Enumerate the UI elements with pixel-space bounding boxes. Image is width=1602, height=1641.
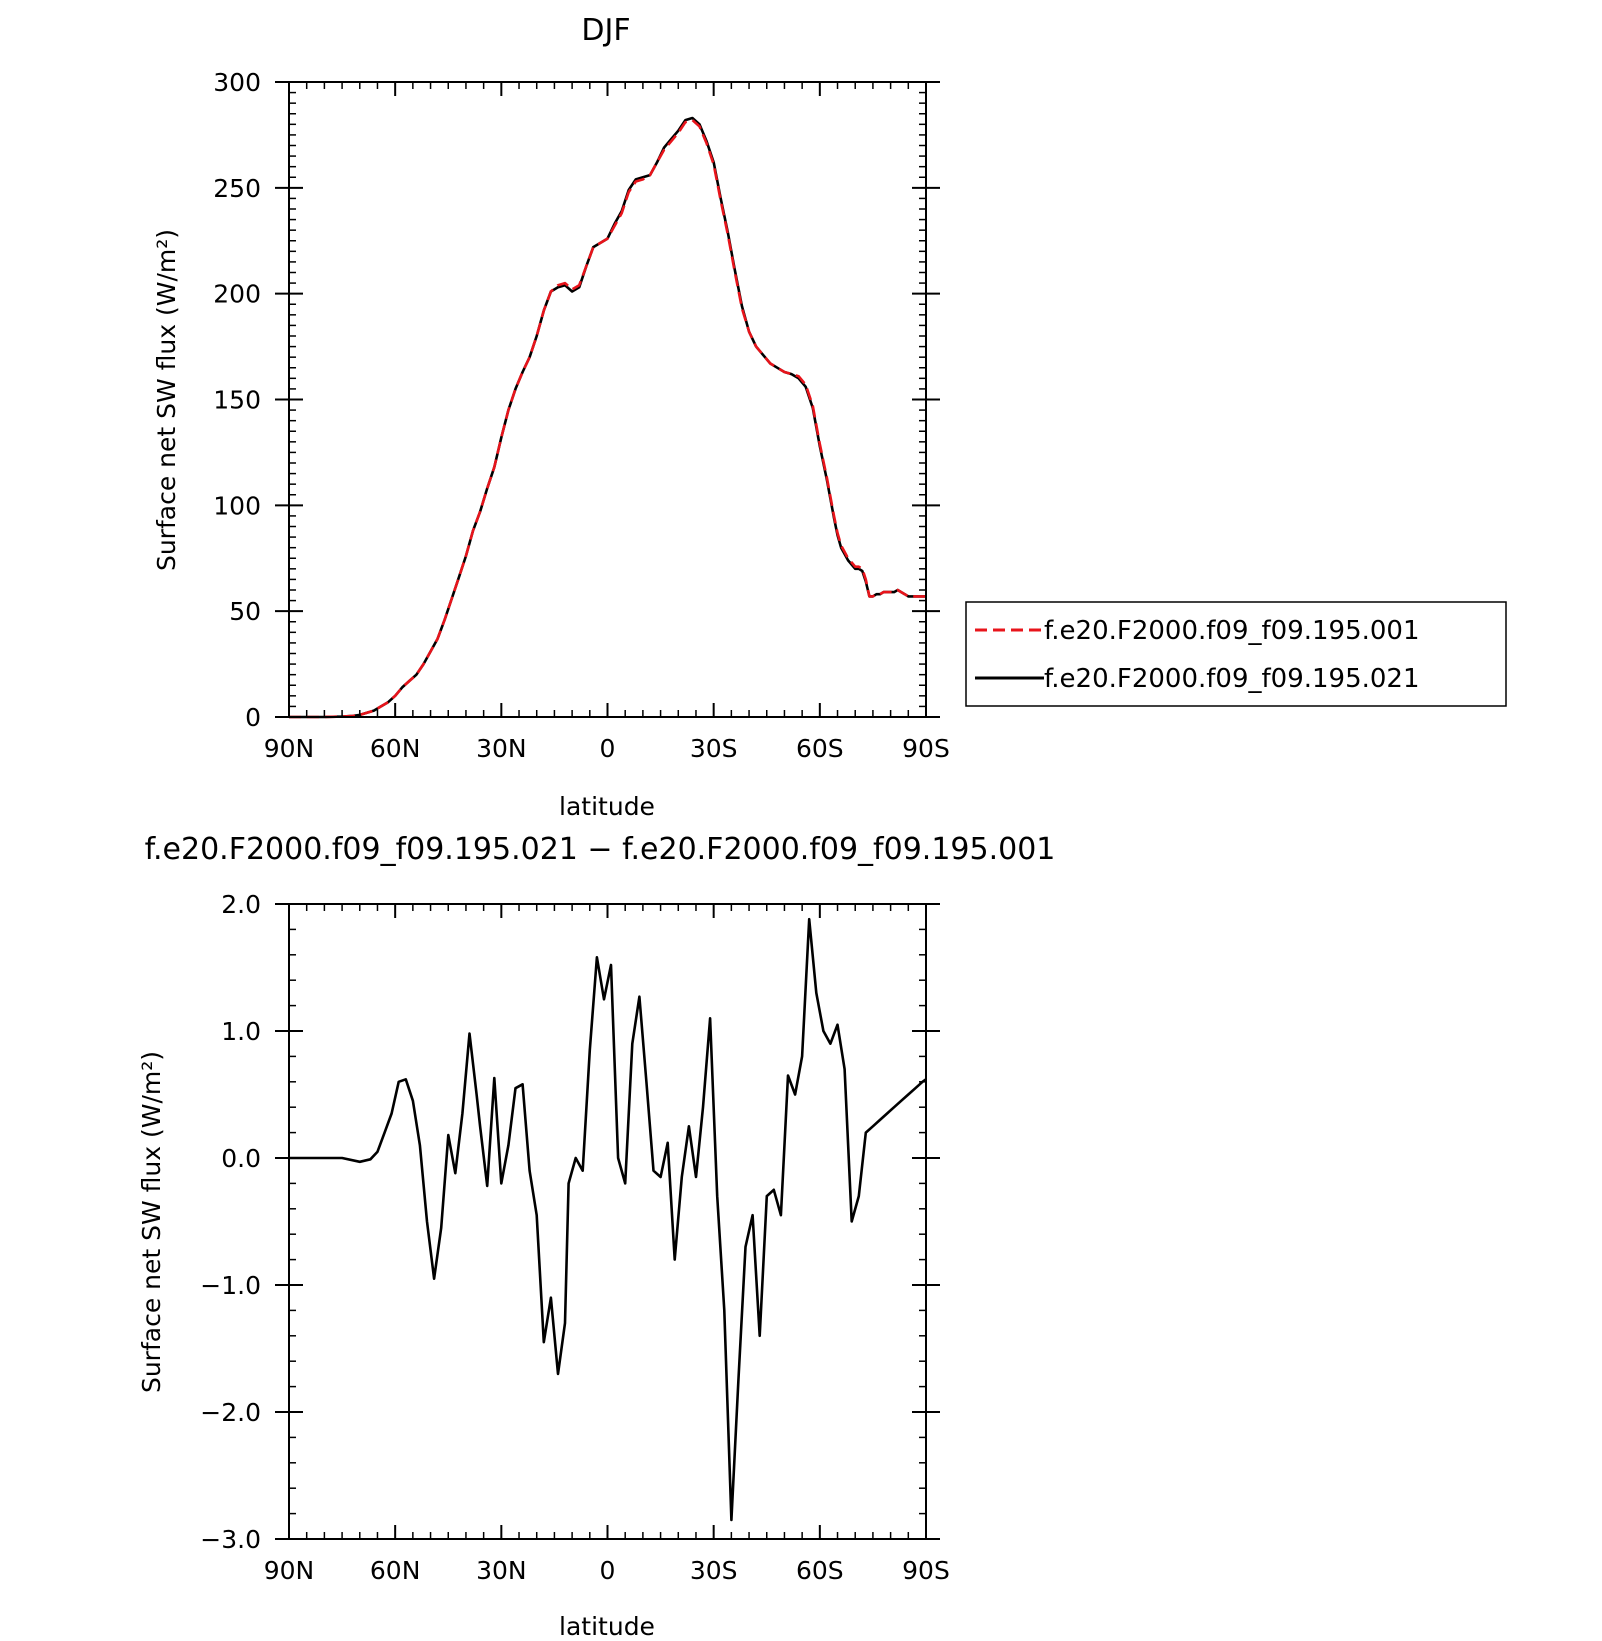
bottom-x-tick-label: 90N bbox=[264, 1556, 315, 1585]
top-y-tick-label: 100 bbox=[213, 491, 261, 520]
bottom-y-tick-label: −2.0 bbox=[200, 1398, 261, 1427]
top-x-tick-label: 60S bbox=[796, 734, 844, 763]
bottom-x-tick-label: 60S bbox=[796, 1556, 844, 1585]
top-y-tick-label: 250 bbox=[213, 174, 261, 203]
bottom-y-tick-label: 0.0 bbox=[221, 1144, 261, 1173]
legend: f.e20.F2000.f09_f09.195.001 f.e20.F2000.… bbox=[965, 601, 1507, 707]
bottom-series-lines bbox=[289, 917, 927, 1522]
bottom-y-axis-label: Surface net SW flux (W/m²) bbox=[137, 1051, 166, 1393]
top-series-line-1 bbox=[289, 116, 926, 719]
top-y-tick-label: 50 bbox=[229, 597, 261, 626]
bottom-x-tick-label: 0 bbox=[600, 1556, 616, 1585]
top-y-tick-label: 300 bbox=[213, 68, 261, 97]
top-x-axis-label: latitude bbox=[559, 792, 655, 821]
legend-label-001: f.e20.F2000.f09_f09.195.001 bbox=[1044, 616, 1420, 646]
bottom-y-tick-label: 1.0 bbox=[221, 1017, 261, 1046]
bottom-x-tick-label: 60N bbox=[370, 1556, 421, 1585]
top-y-tick-label: 0 bbox=[245, 703, 261, 732]
legend-box bbox=[965, 601, 1507, 707]
top-x-tick-label: 60N bbox=[370, 734, 421, 763]
top-series-line-0 bbox=[289, 118, 926, 719]
top-x-tick-label: 30S bbox=[690, 734, 738, 763]
top-x-tick-label: 90N bbox=[264, 734, 315, 763]
bottom-x-tick-label: 30N bbox=[476, 1556, 527, 1585]
top-x-tick-label: 90S bbox=[902, 734, 950, 763]
top-x-tick-label: 30N bbox=[476, 734, 527, 763]
top-plot-frame bbox=[288, 81, 927, 718]
bottom-y-tick-label: 2.0 bbox=[221, 890, 261, 919]
bottom-chart-title: f.e20.F2000.f09_f09.195.021 − f.e20.F200… bbox=[145, 832, 1056, 867]
bottom-panel: f.e20.F2000.f09_f09.195.021 − f.e20.F200… bbox=[137, 832, 1055, 1641]
top-y-tick-label: 200 bbox=[213, 280, 261, 309]
bottom-plot-frame bbox=[288, 903, 927, 1540]
bottom-x-tick-label: 90S bbox=[902, 1556, 950, 1585]
top-y-axis-label: Surface net SW flux (W/m²) bbox=[152, 229, 181, 571]
bottom-series-line-0 bbox=[289, 917, 927, 1522]
legend-label-021: f.e20.F2000.f09_f09.195.021 bbox=[1044, 664, 1420, 694]
bottom-x-axis-label: latitude bbox=[559, 1612, 655, 1641]
top-chart-title: DJF bbox=[581, 13, 630, 48]
top-y-tick-label: 150 bbox=[213, 386, 261, 415]
bottom-axes: 90N 60N 30N 0 30S 60S 90S −3.0 −2.0 −1.0 0.0 1.0 2.0 bbox=[200, 890, 950, 1585]
bottom-x-tick-label: 30S bbox=[690, 1556, 738, 1585]
top-panel: DJF 90N 60N 30N 0 30S 60S 90S 0 50 100 150 200 250 30… bbox=[152, 13, 950, 821]
bottom-y-tick-label: −1.0 bbox=[200, 1271, 261, 1300]
top-axes: 90N 60N 30N 0 30S 60S 90S 0 50 100 150 200 250 300 bbox=[213, 68, 950, 763]
bottom-y-tick-label: −3.0 bbox=[200, 1525, 261, 1554]
top-x-tick-label: 0 bbox=[600, 734, 616, 763]
top-series-lines bbox=[289, 116, 926, 719]
